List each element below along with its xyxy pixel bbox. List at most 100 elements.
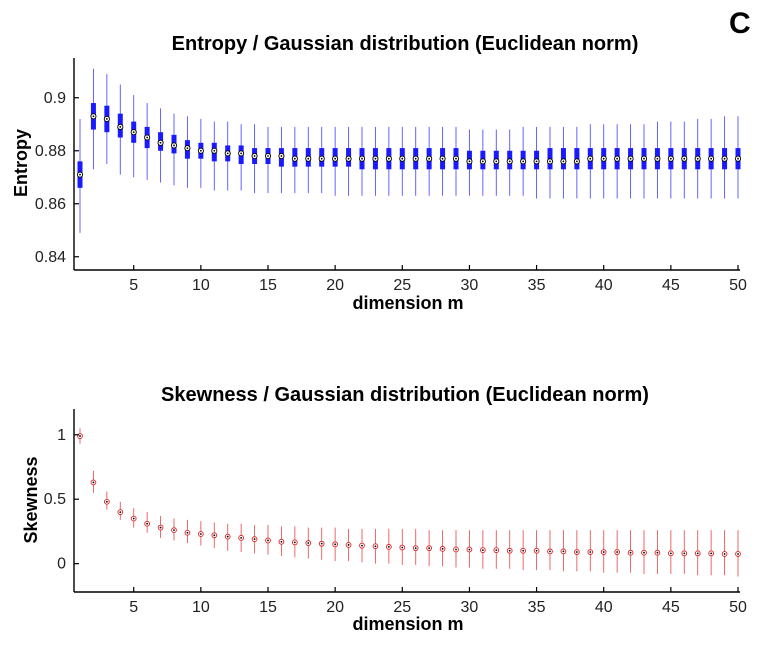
median-dot [213, 534, 216, 537]
x-tick-label: 20 [326, 277, 344, 294]
median-dot [696, 157, 699, 160]
median-dot [669, 157, 672, 160]
median-dot [589, 551, 592, 553]
median-dot [387, 157, 390, 160]
median-dot [267, 155, 269, 157]
x-tick-label: 50 [729, 277, 747, 294]
median-dot [683, 157, 686, 160]
median-dot [105, 500, 108, 503]
median-dot [92, 481, 95, 484]
median-dot [455, 548, 457, 551]
median-dot [428, 157, 431, 160]
median-dot [92, 115, 95, 118]
y-tick-label: 0.5 [44, 491, 66, 508]
median-dot [441, 547, 444, 550]
median-dot [535, 160, 538, 163]
skewness-axes: 5 10 15 20 25 30 35 40 45 50 0 0.5 1 [44, 409, 747, 616]
median-dot [159, 141, 162, 144]
x-axis-label: dimension m [352, 293, 463, 313]
median-dot [146, 136, 149, 139]
median-dot [669, 552, 672, 555]
x-tick-label: 10 [192, 599, 210, 616]
median-dot [737, 157, 739, 160]
median-dot [455, 157, 457, 160]
median-dot [629, 551, 632, 554]
median-dot [602, 157, 605, 160]
median-dot [159, 526, 162, 529]
median-dot [401, 546, 404, 549]
median-dot [656, 157, 659, 160]
y-axis-label: Entropy [11, 129, 31, 197]
median-dot [374, 545, 377, 548]
median-dot [589, 157, 592, 160]
median-dot [226, 535, 229, 538]
median-dot [213, 149, 216, 152]
y-tick-label: 0.84 [35, 249, 66, 266]
median-dot [307, 542, 310, 544]
x-tick-label: 20 [326, 599, 344, 616]
x-tick-label: 25 [393, 277, 411, 294]
median-dot [549, 160, 551, 163]
median-dot [173, 529, 175, 532]
median-dot [79, 173, 81, 176]
median-dot [307, 157, 310, 160]
median-dot [320, 157, 323, 160]
median-dot [146, 522, 149, 525]
median-dot [723, 157, 726, 160]
y-tick-label: 0.88 [35, 143, 66, 160]
median-dot [468, 548, 471, 551]
median-dot [401, 157, 404, 160]
median-dot [186, 147, 189, 150]
median-dot [414, 547, 417, 550]
median-dot [441, 157, 444, 160]
skewness-chart: Skewness / Gaussian distribution (Euclid… [21, 384, 747, 634]
panel-label: C [729, 7, 751, 40]
median-dot [468, 160, 471, 163]
median-dot [119, 511, 122, 513]
median-dot [508, 160, 511, 163]
y-tick-label: 0.86 [35, 196, 66, 213]
median-dot [495, 160, 498, 163]
median-dot [173, 144, 175, 147]
median-dot [387, 545, 390, 548]
median-dot [616, 551, 619, 553]
median-dot [629, 157, 632, 160]
median-dot [522, 160, 525, 163]
median-dot [562, 550, 565, 553]
median-dot [347, 544, 350, 546]
skewness-boxes [77, 428, 741, 577]
median-dot [643, 157, 645, 160]
median-dot [683, 552, 686, 555]
x-tick-label: 30 [461, 599, 479, 616]
median-dot [199, 149, 202, 152]
entropy-axes: 5 10 15 20 25 30 35 40 45 50 0.84 0.86 0.88 0.9 [35, 58, 747, 294]
median-dot [374, 157, 377, 160]
chart-title: Entropy / Gaussian distribution (Euclide… [172, 33, 639, 55]
median-dot [737, 553, 739, 555]
x-tick-label: 15 [259, 277, 277, 294]
median-dot [549, 550, 551, 553]
x-tick-label: 50 [729, 599, 747, 616]
median-dot [119, 126, 122, 128]
median-dot [334, 543, 337, 546]
y-axis-label: Skewness [21, 456, 41, 543]
median-dot [710, 552, 713, 555]
y-tick-label: 0.9 [44, 90, 66, 107]
median-dot [253, 538, 256, 541]
median-dot [79, 435, 81, 437]
median-dot [535, 549, 538, 552]
median-dot [575, 160, 578, 163]
median-dot [105, 118, 108, 120]
y-tick-label: 0 [57, 556, 66, 573]
median-dot [240, 152, 243, 155]
x-tick-label: 5 [129, 277, 138, 294]
x-tick-label: 15 [259, 599, 277, 616]
x-tick-label: 10 [192, 277, 210, 294]
median-dot [347, 157, 350, 160]
median-dot [132, 517, 135, 520]
x-tick-label: 5 [129, 599, 138, 616]
median-dot [199, 533, 202, 535]
x-tick-label: 30 [461, 277, 479, 294]
median-dot [723, 553, 726, 555]
entropy-chart: Entropy / Gaussian distribution (Euclide… [11, 33, 747, 313]
